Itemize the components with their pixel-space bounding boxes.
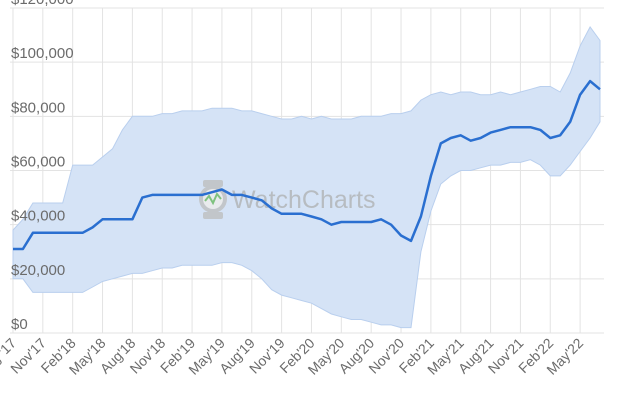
y-tick-label: $60,000 (11, 154, 65, 171)
price-range-band (12, 26, 601, 329)
y-tick-label: $100,000 (11, 45, 74, 62)
y-tick-label: $40,000 (11, 208, 65, 225)
watch-logo-icon (199, 180, 227, 219)
y-tick-label: $20,000 (11, 262, 65, 279)
range-band-area (12, 26, 601, 329)
watermark-text: WatchCharts (232, 186, 376, 214)
y-tick-label: $80,000 (11, 99, 65, 116)
x-axis-ticks: Aug '17Nov'17Feb'18May'18Aug'18Nov'18Feb… (0, 335, 586, 380)
y-tick-label: $0 (11, 316, 28, 333)
y-tick-label: $120,000 (11, 0, 74, 8)
y-axis-ticks: $0 $20,000 $40,000 $60,000 $80,000 $100,000 $1… (11, 0, 74, 333)
price-line (13, 79, 601, 251)
price-series (13, 79, 601, 251)
watchcharts-watermark: WatchCharts (199, 180, 376, 219)
